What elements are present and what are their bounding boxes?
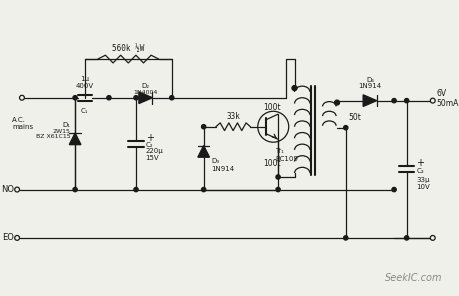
Text: Tr₁: Tr₁ [274, 148, 284, 154]
Circle shape [73, 187, 77, 192]
Polygon shape [197, 146, 209, 157]
Circle shape [343, 126, 347, 130]
Circle shape [275, 187, 280, 192]
Text: 100t: 100t [263, 103, 280, 112]
Text: 1N914: 1N914 [358, 83, 381, 89]
Text: C₁: C₁ [81, 108, 88, 114]
Circle shape [201, 187, 205, 192]
Polygon shape [362, 95, 376, 107]
Text: D₂: D₂ [141, 83, 149, 89]
Circle shape [391, 99, 395, 103]
Text: D₃: D₃ [211, 158, 219, 164]
Text: +: + [415, 158, 423, 168]
Text: 560k ½W: 560k ½W [112, 44, 144, 53]
Text: 1N4004: 1N4004 [133, 90, 157, 95]
Circle shape [343, 236, 347, 240]
Text: C₂: C₂ [146, 142, 153, 148]
Circle shape [201, 125, 205, 129]
Text: C₃: C₃ [415, 168, 423, 174]
Circle shape [334, 100, 339, 105]
Polygon shape [69, 133, 81, 145]
Text: D₁: D₁ [62, 122, 70, 128]
Text: +: + [146, 133, 153, 143]
Text: 100t: 100t [263, 159, 280, 168]
Circle shape [19, 95, 24, 100]
Circle shape [291, 86, 297, 91]
Circle shape [106, 96, 111, 100]
Circle shape [73, 96, 77, 100]
Text: A.C.
mains: A.C. mains [12, 117, 34, 130]
Circle shape [429, 236, 434, 240]
Text: 1N914: 1N914 [211, 166, 234, 172]
Circle shape [391, 187, 395, 192]
Text: 2W15
BZ X61C15: 2W15 BZ X61C15 [35, 128, 70, 139]
Text: BC109: BC109 [274, 156, 297, 162]
Circle shape [275, 175, 280, 179]
Text: 220μ
15V: 220μ 15V [146, 149, 163, 162]
Circle shape [134, 96, 138, 100]
Text: 6V
50mA: 6V 50mA [436, 89, 458, 108]
Text: SeekIC.com: SeekIC.com [384, 273, 442, 283]
Circle shape [429, 98, 434, 103]
Text: EO: EO [2, 233, 14, 242]
Circle shape [403, 99, 408, 103]
Circle shape [169, 96, 174, 100]
Text: 1μ
400V: 1μ 400V [76, 76, 94, 89]
Text: 50t: 50t [348, 112, 361, 122]
Text: D₄: D₄ [365, 77, 373, 83]
Circle shape [292, 86, 296, 90]
Circle shape [403, 236, 408, 240]
Text: NO: NO [1, 185, 14, 194]
Text: 33μ
10V: 33μ 10V [415, 177, 429, 190]
Polygon shape [139, 92, 152, 104]
Text: 33k: 33k [226, 112, 240, 121]
Circle shape [134, 187, 138, 192]
Circle shape [15, 187, 19, 192]
Circle shape [15, 236, 19, 240]
